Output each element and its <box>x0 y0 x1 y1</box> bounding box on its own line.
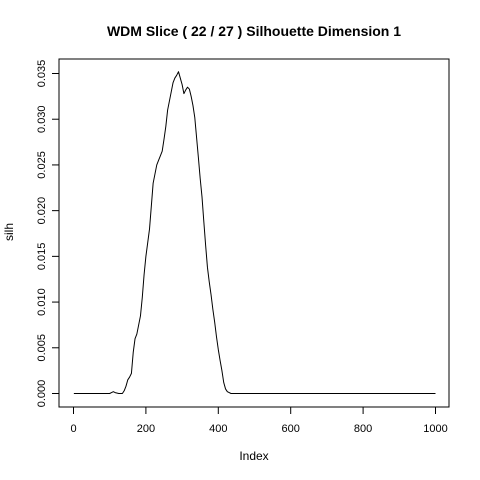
x-tick-label: 0 <box>70 423 76 435</box>
x-axis-label: Index <box>239 449 268 463</box>
y-tick-label: 0.035 <box>36 60 48 88</box>
x-axis: 0 200 400 600 800 1000 <box>70 407 448 435</box>
y-tick-label: 0.030 <box>36 105 48 133</box>
x-tick-label: 400 <box>209 423 227 435</box>
x-tick-label: 800 <box>354 423 372 435</box>
y-tick-label: 0.025 <box>36 151 48 179</box>
y-axis: 0.000 0.005 0.010 0.015 0.020 0.025 0.030 0.035 <box>36 60 59 408</box>
y-tick-label: 0.005 <box>36 334 48 362</box>
x-tick-label: 200 <box>137 423 155 435</box>
chart-title: WDM Slice ( 22 / 27 ) Silhouette Dimensi… <box>107 23 401 39</box>
plot-frame <box>58 58 450 408</box>
y-tick-label: 0.010 <box>36 288 48 316</box>
x-tick-label: 600 <box>282 423 300 435</box>
x-tick-label: 1000 <box>423 423 447 435</box>
y-tick-label: 0.020 <box>36 197 48 225</box>
y-tick-label: 0.000 <box>36 380 48 408</box>
y-axis-label: silh <box>2 223 16 241</box>
y-tick-label: 0.015 <box>36 243 48 271</box>
series-layer <box>73 71 436 394</box>
series-line <box>73 71 436 394</box>
